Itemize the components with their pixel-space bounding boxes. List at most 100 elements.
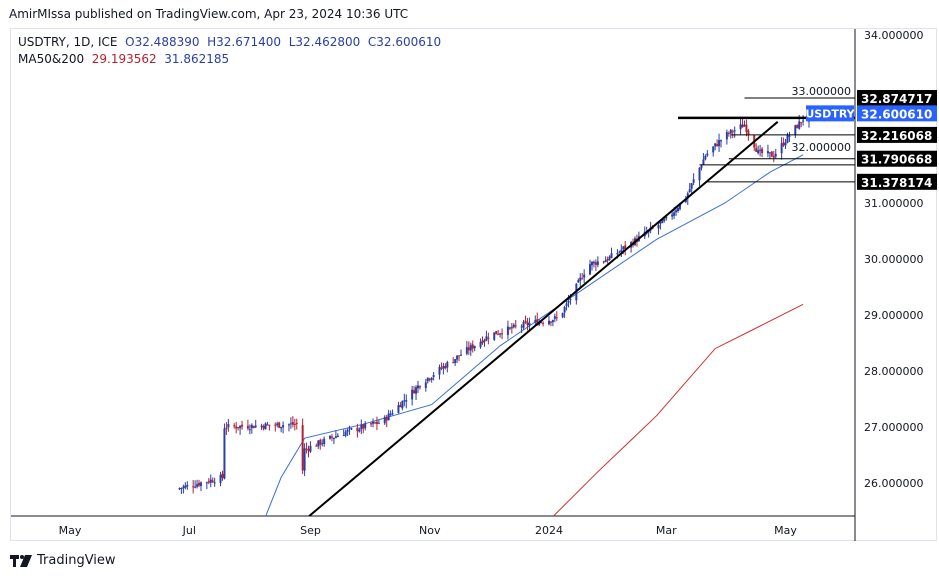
candle-body [718, 140, 721, 147]
tradingview-logo[interactable]: TradingView [10, 553, 116, 568]
candle-body [252, 426, 255, 429]
candle-body [305, 448, 308, 450]
candle-body [403, 400, 406, 402]
candle-body [317, 440, 320, 447]
candle-body [553, 316, 556, 319]
candle-body [596, 261, 599, 265]
candle-body [794, 125, 797, 135]
last-price-label: 32.600610 [861, 107, 932, 121]
candle-body [209, 479, 212, 483]
level-price-tag [857, 90, 937, 107]
candle-body [602, 261, 605, 263]
candle-body [673, 212, 676, 216]
symbol-info: USDTRY, 1D, ICE [18, 35, 118, 49]
candle-body [747, 130, 750, 135]
candle-body [387, 413, 390, 421]
candle-body [786, 135, 789, 143]
candle-body [610, 253, 613, 258]
candle-body [508, 327, 511, 329]
candle-body [268, 424, 271, 426]
candle-body [323, 438, 326, 445]
candle-body [677, 208, 680, 212]
candle-body [594, 262, 597, 265]
ma200-line [552, 303, 804, 516]
candle-body [315, 445, 318, 447]
candle-body [540, 322, 543, 324]
candle-body [579, 277, 582, 281]
candle-body [524, 320, 527, 323]
y-tick-label: 28.000000 [864, 365, 924, 378]
candle-body [663, 219, 666, 221]
candle-body [520, 326, 523, 328]
candle-body [702, 159, 705, 165]
candle-body [561, 312, 564, 318]
candle-body [768, 152, 771, 154]
candle-body [262, 426, 265, 429]
candle-body [542, 323, 545, 325]
candle-body [479, 341, 482, 348]
candle-body [207, 481, 210, 483]
candle-body [266, 424, 269, 426]
brand-name: TradingView [37, 553, 116, 568]
candle-body [761, 148, 764, 154]
candle-body [774, 153, 777, 157]
candle-body [416, 385, 419, 389]
candle-body [757, 150, 760, 154]
candle-body [729, 129, 732, 134]
candle-body [481, 340, 484, 344]
y-tick-label: 29.000000 [864, 309, 924, 322]
candle-body [233, 425, 236, 427]
level-price-label: 31.378174 [861, 176, 932, 190]
candle-body [471, 344, 474, 349]
candle-body [452, 362, 455, 364]
candle-body [221, 473, 224, 478]
candle-body [495, 331, 498, 335]
candle-body [522, 322, 525, 328]
tradingview-logo-icon [10, 554, 32, 567]
candle-body [770, 151, 773, 157]
candle-body [329, 435, 332, 439]
candle-body [604, 260, 607, 263]
y-tick-label: 34.000000 [864, 29, 924, 42]
candle-body [485, 336, 488, 341]
x-tick-label: Sep [300, 524, 321, 537]
candle-body [391, 413, 394, 415]
low-value: L32.462800 [288, 35, 361, 49]
candle-body [782, 142, 785, 146]
candle-body [581, 278, 584, 280]
candle-body [725, 132, 728, 140]
candle-body [411, 389, 414, 400]
candle-body [499, 333, 502, 335]
candle-body [800, 122, 803, 124]
candle-body [698, 167, 701, 181]
x-tick-label: 2024 [535, 524, 563, 537]
candle-body [739, 124, 742, 130]
candle-body [690, 183, 693, 189]
candle-body [659, 222, 662, 224]
candle-body [344, 431, 347, 436]
candle-body [688, 189, 691, 193]
candle-body [295, 422, 298, 424]
candle-body [225, 427, 228, 429]
candle-body [675, 210, 678, 213]
candle-body [309, 445, 312, 452]
candle-body [289, 423, 292, 425]
candle-body [772, 155, 775, 158]
candle-body [246, 425, 249, 429]
candle-body [385, 417, 388, 421]
candle-body [227, 423, 230, 428]
candle-body [213, 482, 216, 484]
candle-body [205, 482, 208, 484]
candle-body [192, 486, 195, 488]
candle-body [362, 424, 365, 429]
candle-body [716, 144, 719, 147]
candle-body [293, 424, 296, 426]
open-value: O32.488390 [125, 35, 200, 49]
candle-body [720, 140, 723, 142]
y-tick-label: 26.000000 [864, 477, 924, 490]
candle-body [356, 427, 359, 432]
ma200-value: 31.862185 [164, 52, 230, 66]
candle-body [465, 347, 468, 354]
candle-body [372, 422, 375, 424]
